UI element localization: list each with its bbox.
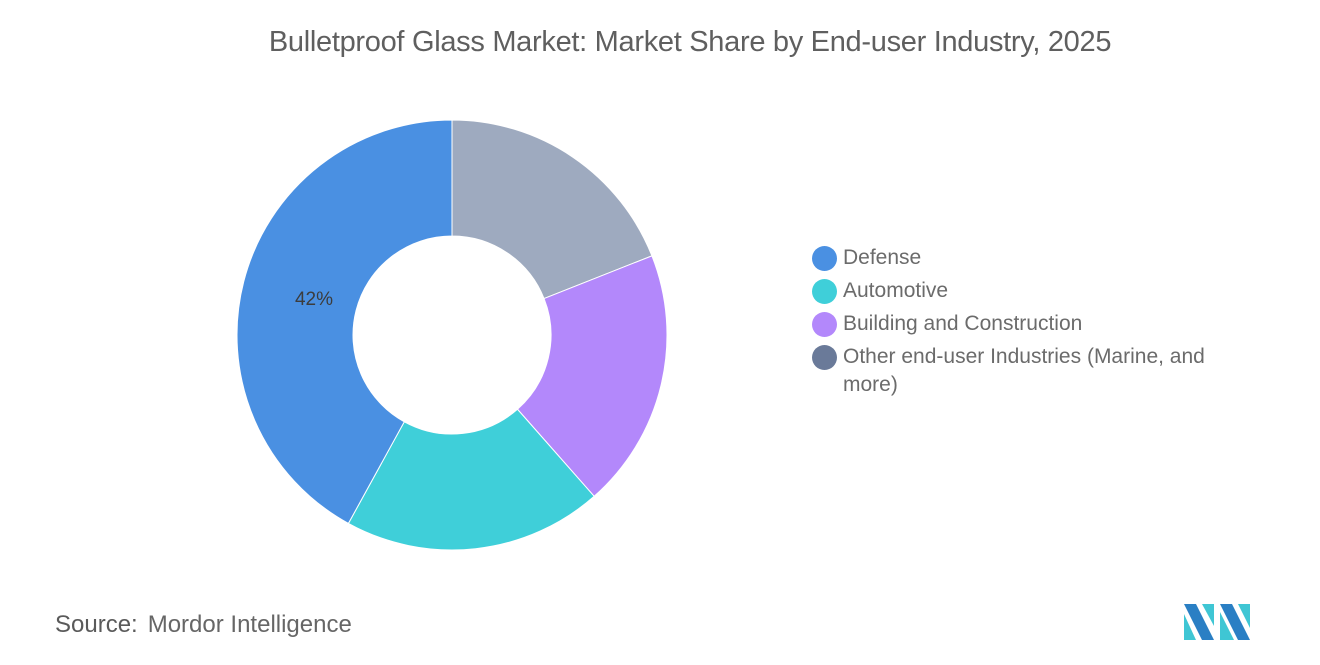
legend-item-other[interactable]: Other end-user Industries (Marine, and m…	[812, 343, 1242, 399]
legend-item-building-construction[interactable]: Building and Construction	[812, 310, 1242, 338]
slice-defense[interactable]	[236, 119, 453, 525]
source-label: Source:	[55, 611, 138, 638]
legend-swatch-icon	[812, 279, 837, 304]
slice-other[interactable]	[451, 119, 653, 300]
legend-label: Automotive	[843, 279, 949, 302]
chart-title: Bulletproof Glass Market: Market Share b…	[268, 26, 1112, 58]
source-value: Mordor Intelligence	[147, 611, 352, 638]
donut-slices	[236, 119, 668, 551]
legend-label: Other end-user Industries (Marine, and m…	[843, 345, 1205, 396]
legend: Defense Automotive Building and Construc…	[812, 244, 1242, 404]
source-note: Source: Mordor Intelligence	[55, 611, 352, 639]
defense-data-label: 42%	[295, 289, 333, 310]
legend-swatch-icon	[812, 312, 837, 337]
legend-swatch-icon	[812, 345, 837, 370]
legend-item-defense[interactable]: Defense	[812, 244, 1242, 272]
slice-automotive[interactable]	[347, 408, 595, 551]
legend-label: Building and Construction	[843, 312, 1083, 335]
legend-swatch-icon	[812, 246, 837, 271]
slice-building-construction[interactable]	[516, 255, 668, 497]
legend-item-automotive[interactable]: Automotive	[812, 277, 1242, 305]
mordor-intelligence-logo-icon	[1184, 604, 1250, 640]
legend-label: Defense	[843, 246, 922, 269]
